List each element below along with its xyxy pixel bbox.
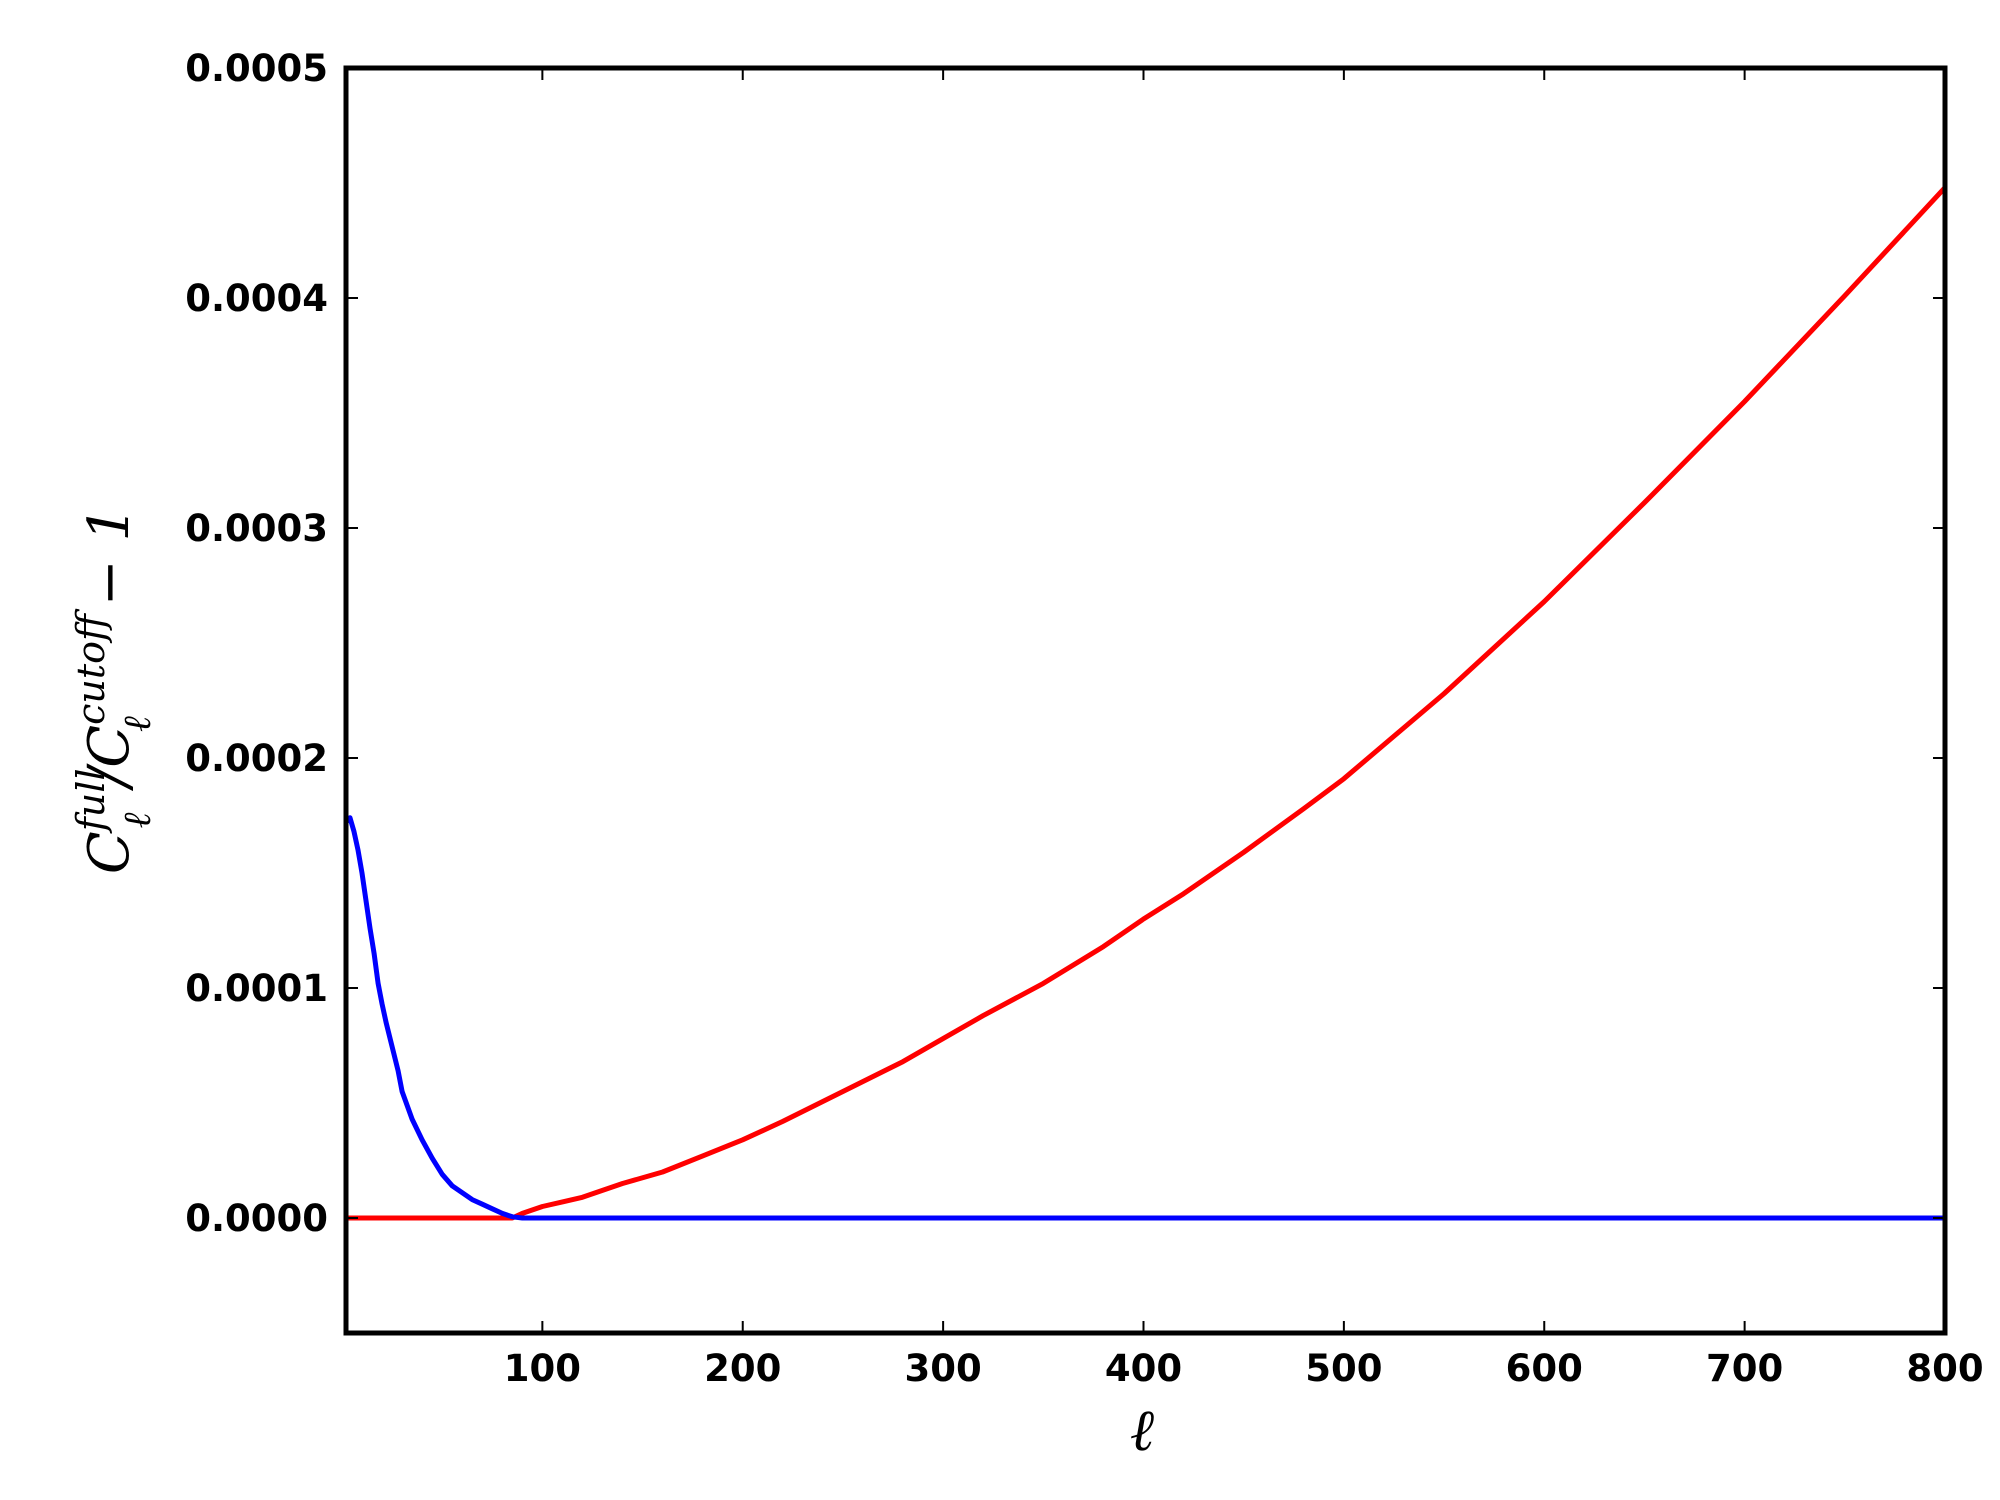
x-tick-label: 100 [504, 1347, 581, 1390]
ylabel-sub-2: ℓ [115, 716, 159, 732]
ylabel-sup-full: full [69, 768, 113, 834]
y-axis-label: Cfullℓ/Ccutoffℓ− 1 [69, 506, 159, 874]
ylabel-base: C [77, 831, 142, 874]
ylabel-sup-cut: cutoff [69, 608, 113, 725]
y-tick-label: 0.0004 [185, 277, 328, 320]
series-layer [344, 185, 1947, 1221]
series-line-2 [344, 815, 1945, 1221]
x-tick-label: 800 [1906, 1347, 1983, 1390]
y-tick-label: 0.0001 [185, 967, 328, 1010]
x-tick-label: 600 [1506, 1347, 1583, 1390]
ylabel-tail: − 1 [77, 506, 142, 606]
x-tick-label: 300 [905, 1347, 982, 1390]
ylabel-base-2: C [77, 725, 142, 768]
x-axis-label: ℓ [1130, 1396, 1154, 1464]
svg-text:Cfullℓ/Ccutoffℓ− 1: Cfullℓ/Ccutoffℓ− 1 [69, 506, 159, 874]
y-tick-label: 0.0005 [185, 47, 328, 90]
y-tick-label: 0.0000 [185, 1197, 328, 1240]
ticks-layer: 100 200 300 400 500 600 700 800 0.0000 0.0001 0.00… [185, 47, 1983, 1390]
ylabel-sub-1: ℓ [115, 812, 159, 828]
x-tick-label: 700 [1706, 1347, 1783, 1390]
series-line-1 [346, 185, 1947, 1221]
x-tick-label: 400 [1105, 1347, 1182, 1390]
x-tick-label: 200 [704, 1347, 781, 1390]
plot-frame [343, 65, 1948, 1336]
x-tick-label: 500 [1305, 1347, 1382, 1390]
y-tick-label: 0.0003 [185, 507, 328, 550]
y-tick-label: 0.0002 [185, 737, 328, 780]
